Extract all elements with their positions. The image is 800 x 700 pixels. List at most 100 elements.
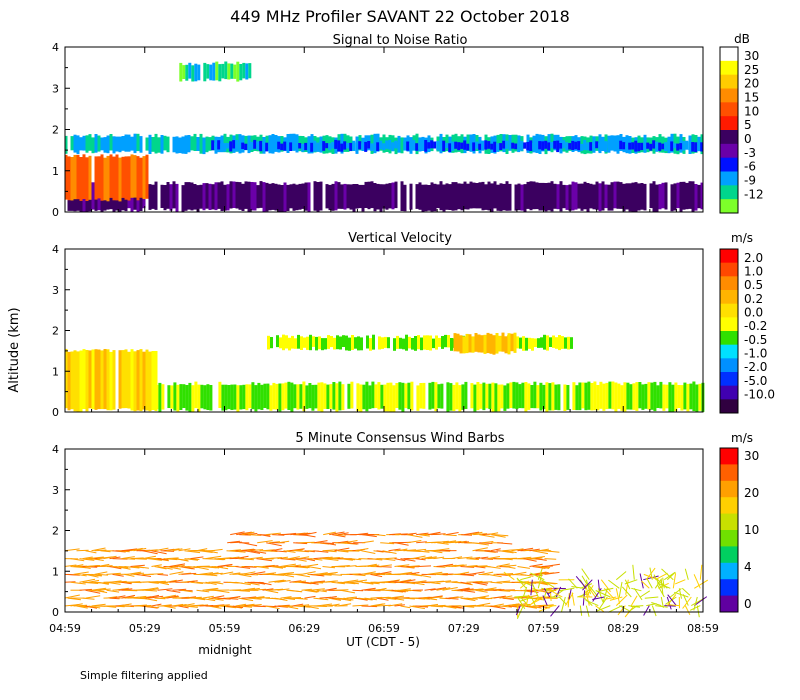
data-cell [446,382,450,412]
wind-barb [305,531,317,536]
data-cell [388,139,392,150]
wind-barb [434,540,449,544]
data-cell [302,381,306,412]
wind-barb [241,549,256,552]
wind-barb [97,573,109,576]
data-cell [244,135,248,151]
data-cell [103,157,107,201]
data-cell [391,182,395,210]
data-cell [94,134,98,153]
data-cell [421,184,425,212]
wind-barb [397,548,408,552]
wind-barb [247,549,264,552]
data-cell [313,140,317,152]
data-cell [263,383,267,408]
data-cell [557,384,561,411]
wind-barb [475,556,489,560]
data-cell [463,140,467,150]
wind-barb [530,596,536,606]
wind-barb [214,566,229,570]
data-cell [640,183,644,210]
wind-barb [148,573,164,575]
wind-barb [499,605,512,608]
wind-barb [585,599,599,607]
data-cell [435,335,438,350]
wind-barb [581,575,590,589]
data-cell [340,143,344,152]
wind-barb [220,571,234,575]
data-cell [529,140,533,151]
wind-barb [497,542,513,545]
data-cell [590,383,594,411]
x-tick-label: 05:59 [209,622,241,635]
wind-barb [283,550,296,553]
data-cell [244,181,248,209]
data-cell [276,335,279,348]
data-cell [399,337,402,349]
data-cell [337,182,341,209]
data-cell [535,139,539,150]
data-cell [239,385,243,410]
wind-barb [596,605,611,612]
wind-barb [373,603,386,607]
wind-barb [445,581,458,583]
data-cell [64,348,68,409]
data-cell [445,142,449,149]
data-cell [481,140,485,151]
wind-barb [666,571,676,581]
wind-barb [205,555,222,560]
data-cell [683,382,687,410]
data-cell [193,184,197,210]
data-cell [537,338,540,348]
data-cell [517,142,521,153]
data-cell [76,351,80,412]
wind-barb [472,547,488,552]
wind-barb [529,563,543,567]
data-cell [373,183,377,212]
wind-barb [190,556,204,560]
wind-barb [283,597,296,600]
wind-barb [244,550,261,554]
data-cell [139,349,143,412]
data-cell [512,381,516,409]
wind-barb [127,571,142,575]
data-cell [242,62,246,79]
data-cell [634,140,638,152]
wind-barb [331,581,345,585]
colorbar-swatch [720,480,738,498]
data-cell [175,136,179,154]
colorbar-swatch [720,116,738,131]
wind-barb [157,588,173,591]
data-cell [685,182,689,210]
data-cell [118,350,122,409]
wind-barb [528,597,540,606]
wind-barb [280,573,295,578]
colorbar-swatch [720,399,738,414]
data-cell [97,349,101,410]
wind-barb [274,605,288,608]
wind-barb [181,566,195,570]
colorbar-2-unit: m/s [731,231,753,245]
data-cell [221,63,225,79]
data-cell [556,184,560,210]
data-cell [473,384,477,412]
data-cell [664,182,668,210]
data-cell [226,184,230,211]
wind-barb [460,573,475,577]
data-cell [347,383,351,409]
data-cell [581,382,585,409]
wind-barb [694,579,709,589]
data-cell [554,384,558,410]
wind-barb [491,534,506,538]
data-cell [269,385,273,411]
data-cell [414,336,417,351]
wind-barb [238,605,253,608]
data-cell [97,156,101,199]
wind-barb [241,603,255,607]
wind-barb [530,579,533,596]
data-cell [271,183,275,210]
data-cell [565,185,569,210]
data-cell [502,140,506,149]
wind-barb [142,550,158,555]
data-cell [342,335,345,347]
